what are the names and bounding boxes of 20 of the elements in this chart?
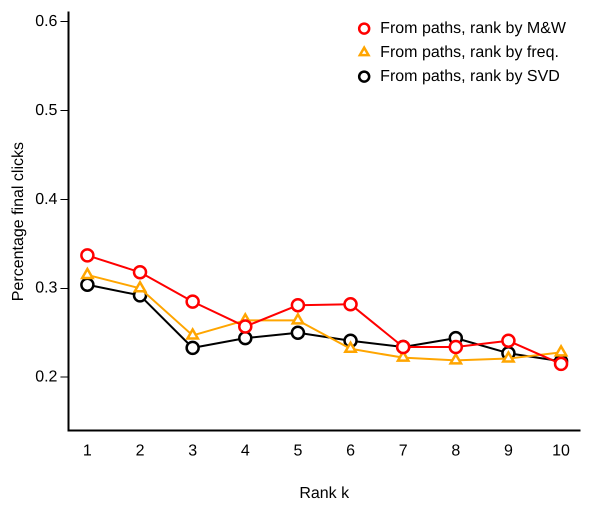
- legend-label: From paths, rank by SVD: [380, 68, 560, 86]
- y-tick-label: 0.3: [35, 280, 58, 297]
- x-tick-label: 9: [504, 442, 513, 460]
- x-tick-label: 2: [136, 442, 145, 460]
- x-axis-title: Rank k: [299, 484, 350, 502]
- y-tick-label: 0.6: [35, 12, 58, 30]
- y-axis-title: Percentage final clicks: [10, 142, 28, 302]
- y-tick-label: 0.4: [35, 190, 58, 208]
- x-tick-label: 7: [398, 442, 408, 460]
- x-tick-label: 10: [552, 442, 570, 460]
- y-tick-label: 0.2: [35, 368, 58, 386]
- y-tick-label: 0.5: [35, 102, 58, 119]
- x-tick-label: 3: [188, 442, 198, 460]
- x-tick-label: 6: [346, 442, 356, 460]
- x-tick-label: 4: [240, 442, 250, 460]
- x-tick-label: 8: [451, 442, 460, 460]
- x-tick-label: 5: [293, 442, 302, 460]
- legend-label: From paths, rank by M&W: [380, 20, 567, 38]
- legend-label: From paths, rank by freq.: [380, 44, 559, 62]
- x-tick-label: 1: [82, 442, 92, 460]
